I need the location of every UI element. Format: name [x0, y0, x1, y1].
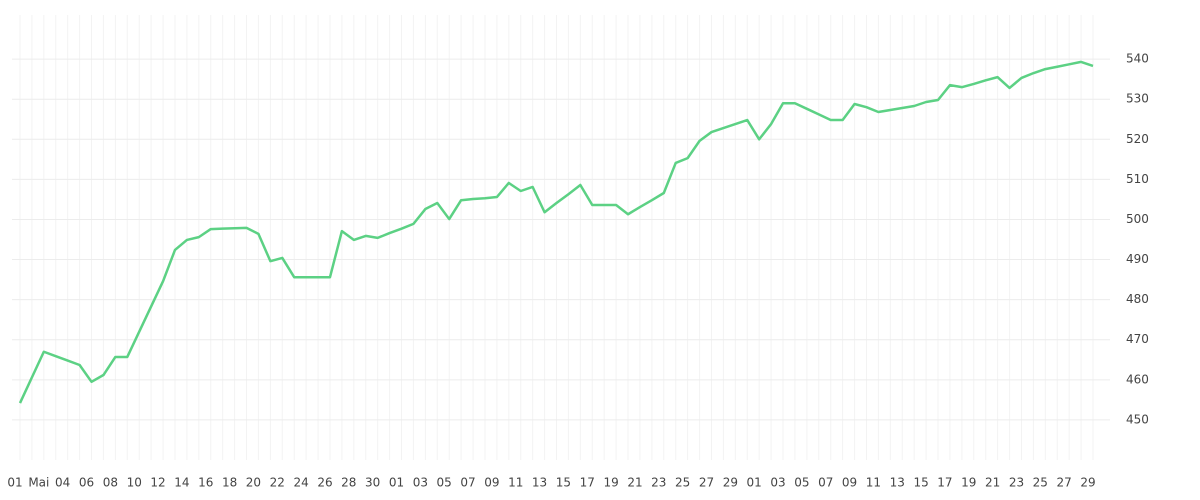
x-tick-label: 19: [603, 476, 618, 490]
x-tick-label: 26: [317, 476, 332, 490]
x-tick-label: 21: [985, 476, 1000, 490]
x-tick-label: 11: [866, 476, 881, 490]
x-tick-label: 08: [103, 476, 118, 490]
x-tick-label: 23: [1009, 476, 1024, 490]
x-tick-label: 20: [246, 476, 261, 490]
y-tick-label: 470: [1126, 332, 1149, 346]
y-tick-label: 490: [1126, 252, 1149, 266]
x-tick-label: 22: [270, 476, 285, 490]
x-tick-label: 10: [127, 476, 142, 490]
x-tick-label: 05: [437, 476, 452, 490]
x-tick-label: 13: [890, 476, 905, 490]
y-tick-label: 460: [1126, 372, 1149, 386]
x-tick-label: 29: [1080, 476, 1095, 490]
x-tick-label: 29: [723, 476, 738, 490]
y-tick-label: 540: [1126, 52, 1149, 66]
x-tick-label: 28: [341, 476, 356, 490]
x-tick-label: 03: [413, 476, 428, 490]
x-tick-label: 25: [1033, 476, 1048, 490]
y-tick-label: 530: [1126, 92, 1149, 106]
x-tick-label: 21: [627, 476, 642, 490]
y-tick-label: 510: [1126, 172, 1149, 186]
x-tick-label: 25: [675, 476, 690, 490]
x-tick-label: 27: [1057, 476, 1072, 490]
y-tick-label: 480: [1126, 292, 1149, 306]
x-tick-label: 01: [389, 476, 404, 490]
x-tick-label: 16: [198, 476, 213, 490]
x-tick-label: 01: [747, 476, 762, 490]
x-tick-label: 01: [7, 476, 22, 490]
x-tick-label: 04: [55, 476, 70, 490]
x-tick-label: 15: [913, 476, 928, 490]
x-tick-label: 30: [365, 476, 380, 490]
x-tick-label: 07: [460, 476, 475, 490]
x-tick-label: 17: [580, 476, 595, 490]
x-tick-label: 06: [79, 476, 94, 490]
y-tick-label: 520: [1126, 132, 1149, 146]
x-tick-label: 13: [532, 476, 547, 490]
x-tick-label: 11: [508, 476, 523, 490]
x-tick-label: 03: [770, 476, 785, 490]
x-tick-label: 23: [651, 476, 666, 490]
x-tick-label: 05: [794, 476, 809, 490]
x-tick-label: 15: [556, 476, 571, 490]
x-tick-label: 12: [150, 476, 165, 490]
x-tick-label: 14: [174, 476, 189, 490]
y-tick-label: 450: [1126, 412, 1149, 426]
x-tick-label: 17: [937, 476, 952, 490]
x-tick-label: 09: [842, 476, 857, 490]
x-tick-label: 18: [222, 476, 237, 490]
x-tick-label: 07: [818, 476, 833, 490]
x-tick-label: Mai: [28, 476, 49, 490]
price-line: [18, 60, 1094, 404]
y-tick-label: 500: [1126, 212, 1149, 226]
x-tick-label: 09: [484, 476, 499, 490]
x-tick-label: 19: [961, 476, 976, 490]
x-tick-label: 24: [293, 476, 308, 490]
x-tick-label: 27: [699, 476, 714, 490]
